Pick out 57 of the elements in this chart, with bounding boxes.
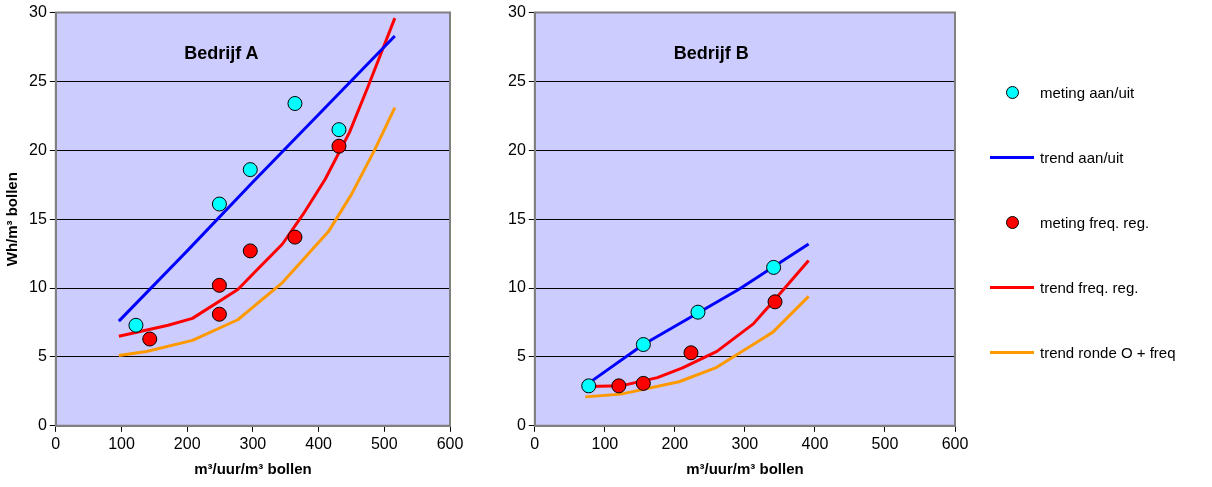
x-tick-label: 600 [436, 434, 464, 452]
text: Bedrijf A [184, 42, 259, 63]
point [211, 306, 227, 322]
legend-label: meting aan/uit [1040, 84, 1135, 101]
x-axis-title: m³/uur/m³ bollen [194, 460, 312, 478]
x-tick-label: 300 [239, 434, 267, 452]
point [142, 331, 158, 347]
legend-label: meting freq. reg. [1040, 214, 1150, 231]
y-tick-label: 0 [516, 416, 526, 434]
point [287, 229, 303, 245]
point [683, 345, 699, 361]
y-tick-label: 30 [508, 3, 526, 21]
point [635, 337, 651, 353]
y-tick-label: 20 [29, 140, 47, 158]
y-tick-label: 20 [508, 140, 526, 158]
point [635, 375, 651, 391]
y-tick-label: 5 [516, 347, 526, 365]
y-tick-label: 30 [29, 3, 47, 21]
x-tick-label: 300 [731, 434, 759, 452]
y-tick-label: 25 [29, 71, 47, 89]
y-tick-label: 10 [29, 278, 47, 296]
point [128, 317, 144, 333]
x-tick-label: 400 [801, 434, 829, 452]
point [766, 259, 782, 275]
legend-label: trend freq. reg. [1040, 279, 1139, 296]
x-tick-label: 200 [661, 434, 689, 452]
point [242, 243, 258, 259]
x-tick-label: 0 [530, 434, 540, 452]
point [581, 378, 597, 394]
legend-label: trend aan/uit [1040, 149, 1124, 166]
legend-label: trend ronde O + freq [1040, 344, 1176, 361]
point [287, 96, 303, 111]
y-axis-title: Wh/m³ bollen [3, 172, 21, 267]
y-tick-label: 25 [508, 71, 526, 89]
point [211, 196, 227, 212]
y-tick-label: 5 [37, 347, 47, 365]
point [242, 162, 258, 178]
point [611, 378, 627, 394]
point [211, 277, 227, 293]
point [767, 294, 783, 310]
x-axis-title: m³/uur/m³ bollen [686, 460, 804, 478]
point [331, 122, 347, 138]
x-tick-label: 500 [370, 434, 398, 452]
point [690, 304, 706, 320]
x-tick-label: 200 [173, 434, 201, 452]
x-tick-label: 100 [108, 434, 135, 452]
y-tick-label: 10 [508, 278, 526, 296]
x-tick-label: 400 [305, 434, 333, 452]
text: Bedrijf B [673, 42, 749, 63]
x-tick-label: 0 [51, 434, 61, 452]
x-tick-label: 100 [591, 434, 619, 452]
x-tick-label: 600 [941, 434, 969, 452]
y-tick-label: 15 [29, 209, 47, 227]
y-tick-label: 15 [508, 209, 526, 227]
x-tick-label: 500 [871, 434, 899, 452]
y-tick-label: 0 [37, 416, 47, 434]
point [331, 138, 347, 154]
